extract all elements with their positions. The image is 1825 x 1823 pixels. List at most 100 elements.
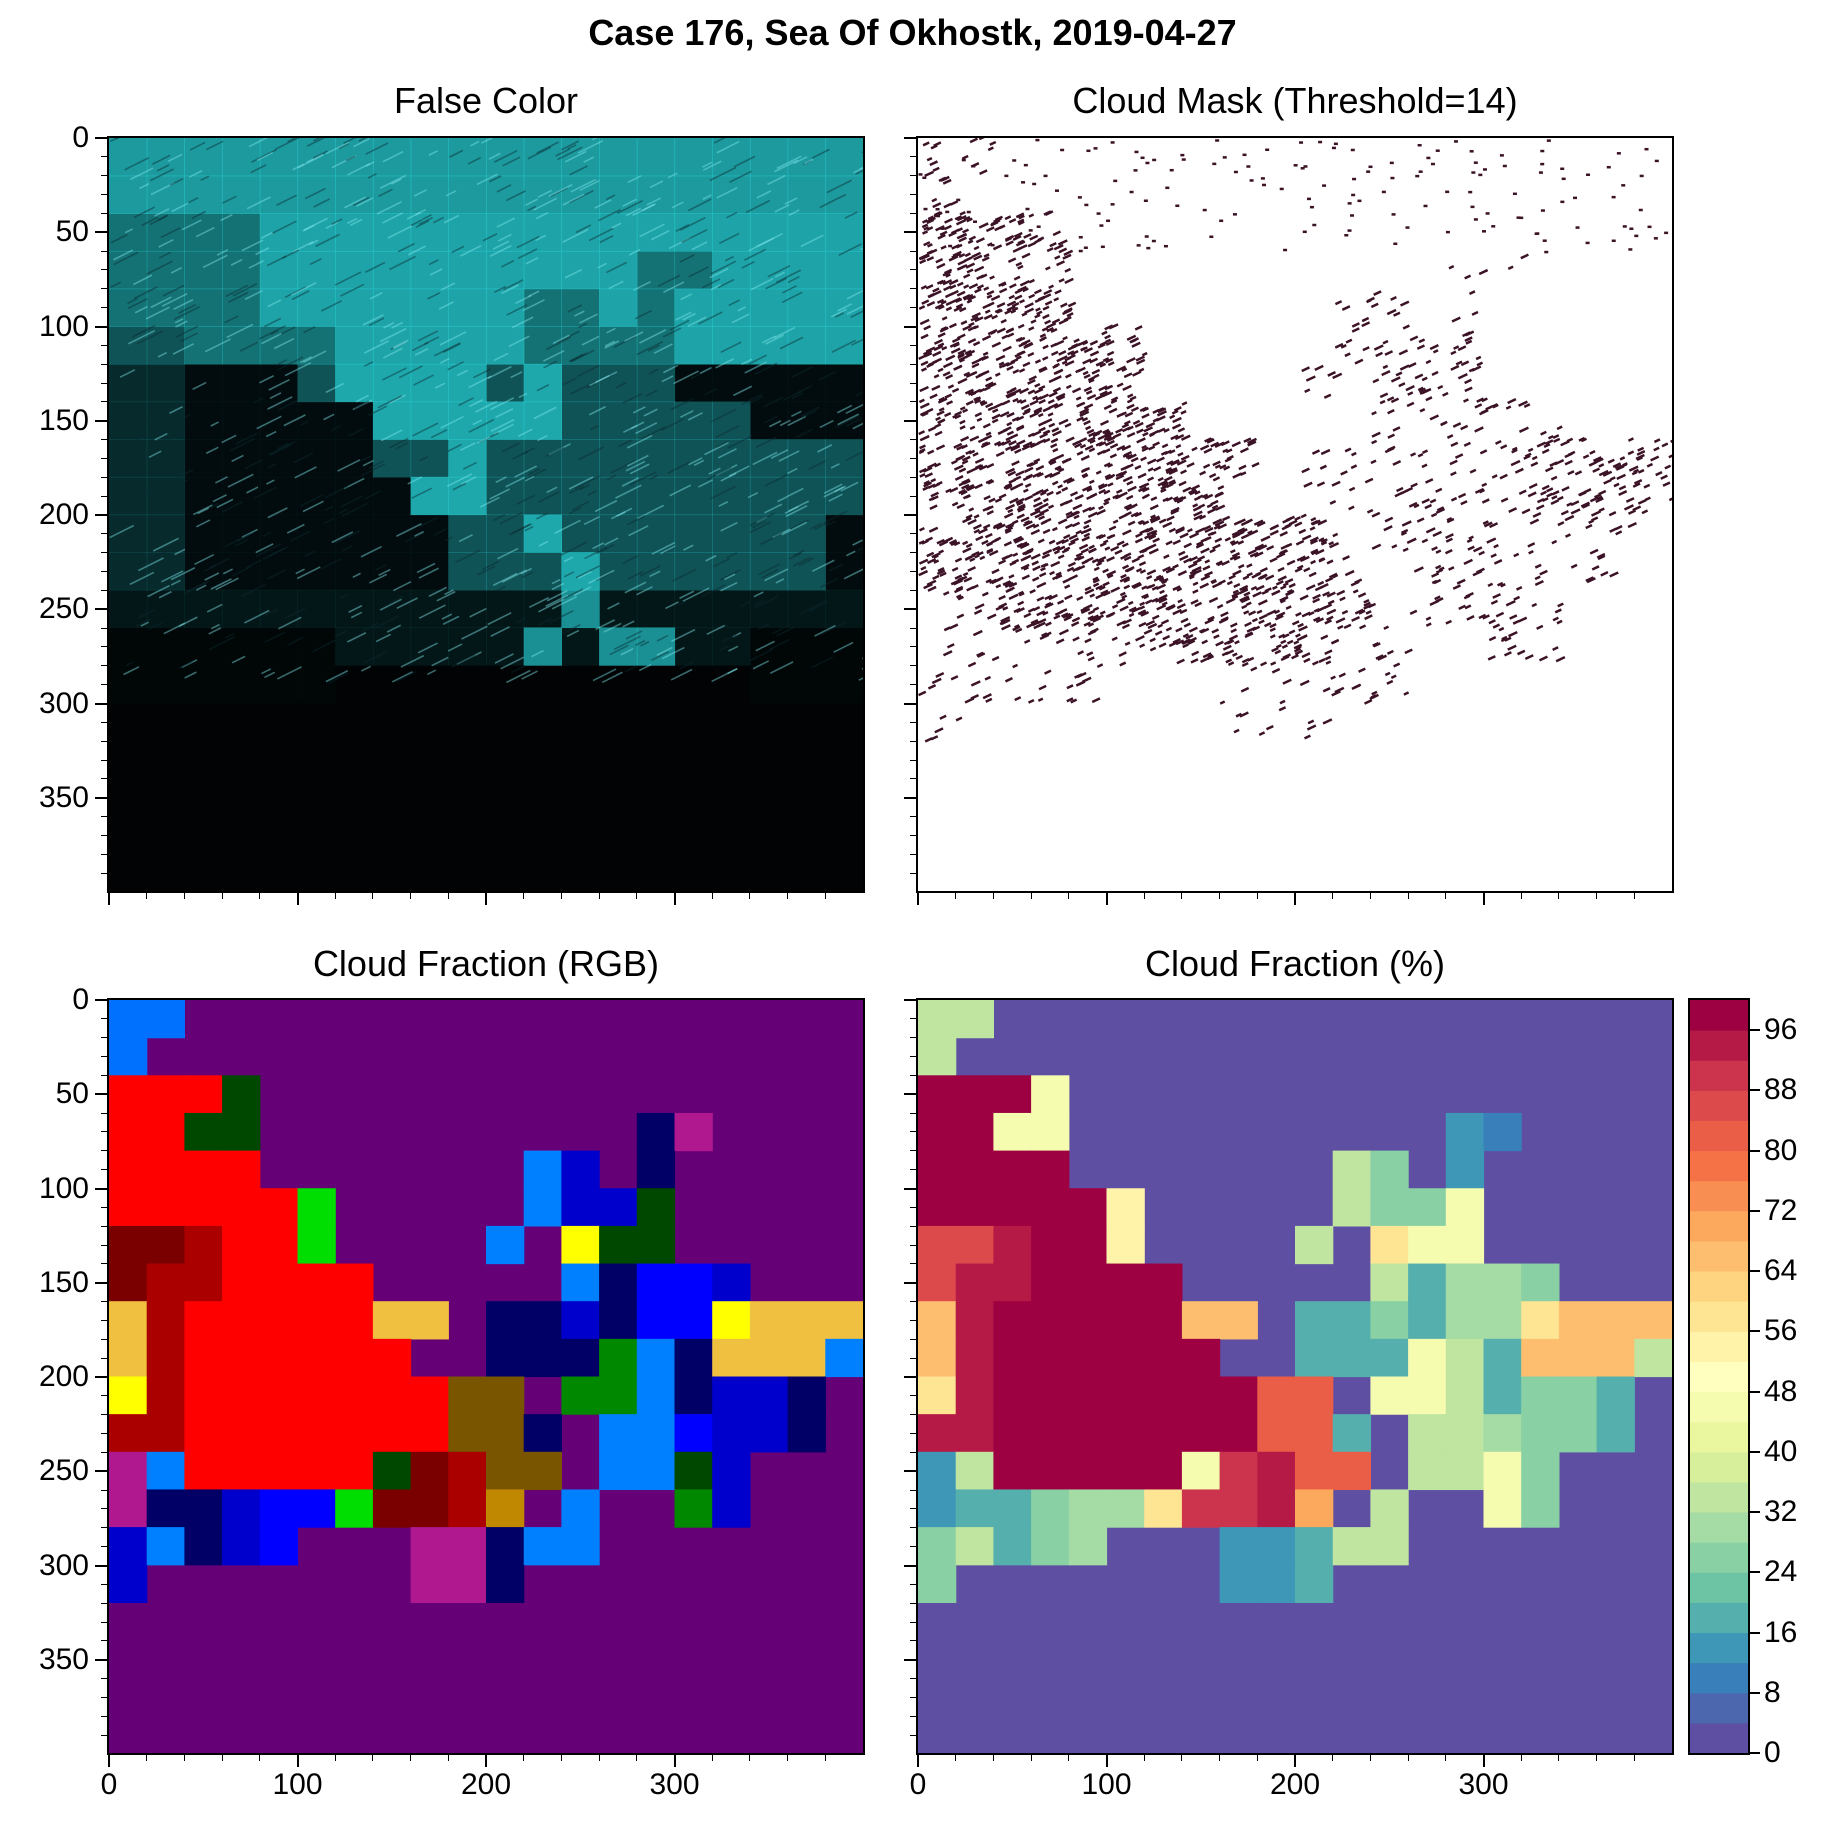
mask-pixel xyxy=(1061,538,1070,545)
cloud-streak xyxy=(152,537,179,552)
cloud-streak xyxy=(518,392,528,399)
mask-pixel xyxy=(1623,504,1634,511)
cloud-streak xyxy=(284,286,306,298)
mask-pixel xyxy=(1446,516,1453,522)
mask-pixel xyxy=(954,215,963,221)
mask-pixel xyxy=(937,397,948,404)
mask-pixel xyxy=(1060,302,1068,308)
mask-pixel xyxy=(1024,494,1034,501)
cloud-streak xyxy=(667,461,690,474)
rgb-cell xyxy=(674,1112,713,1152)
cloud-streak xyxy=(412,341,429,352)
y-minor-tick xyxy=(101,288,107,290)
y-tick-label: 0 xyxy=(72,121,89,154)
cloud-streak xyxy=(709,267,729,279)
cloud-patch xyxy=(259,476,299,516)
x-minor-tick xyxy=(259,893,261,899)
mask-pixel xyxy=(1607,458,1615,464)
mask-pixel xyxy=(1147,467,1154,472)
mask-pixel xyxy=(1198,514,1207,520)
cloud-streak xyxy=(460,245,482,257)
mask-pixel xyxy=(932,287,940,293)
mask-pixel xyxy=(932,166,940,172)
mask-pixel xyxy=(1382,339,1389,345)
cloud-streak xyxy=(178,303,196,314)
rgb-cell xyxy=(109,1451,148,1491)
cloud-streak xyxy=(680,410,694,418)
mask-pixel xyxy=(1130,406,1140,413)
mask-pixel xyxy=(1138,520,1146,526)
cloud-streak xyxy=(785,505,808,518)
y-tick xyxy=(904,1376,916,1378)
mask-pixel xyxy=(960,435,970,442)
cloud-patch xyxy=(486,439,525,478)
mask-pixel xyxy=(1418,170,1423,173)
mask-pixel xyxy=(1135,567,1143,573)
mask-pixel xyxy=(1195,527,1206,534)
mask-pixel xyxy=(1422,449,1429,454)
cloud-streak xyxy=(640,426,666,440)
cloud-streak xyxy=(670,628,696,643)
mask-pixel xyxy=(1531,602,1538,608)
y-minor-tick xyxy=(910,552,916,554)
mask-pixel xyxy=(1085,425,1092,431)
mask-pixel xyxy=(1122,384,1132,391)
mask-pixel xyxy=(1417,453,1424,458)
cloud-streak xyxy=(444,589,454,596)
cloud-patch xyxy=(825,175,863,214)
rgb-cell xyxy=(109,1414,148,1453)
fraction-cell xyxy=(918,1225,957,1265)
mask-pixel xyxy=(1331,690,1341,697)
cloud-streak xyxy=(830,463,840,469)
fraction-cell xyxy=(1445,1376,1485,1415)
cloud-streak xyxy=(784,505,799,515)
mask-pixel xyxy=(1057,518,1068,525)
cloud-streak xyxy=(557,146,583,161)
mask-pixel xyxy=(1247,549,1257,556)
fraction-cell xyxy=(1295,1301,1334,1340)
mask-pixel xyxy=(1518,426,1529,433)
mask-pixel xyxy=(1052,447,1059,453)
cloud-patch xyxy=(146,288,185,327)
mask-pixel xyxy=(1076,450,1084,456)
mask-pixel xyxy=(1190,658,1199,664)
mask-pixel xyxy=(1080,530,1087,535)
y-minor-tick xyxy=(101,1263,107,1265)
mask-pixel xyxy=(1200,547,1210,554)
mask-pixel xyxy=(1232,533,1240,539)
cloud-streak xyxy=(362,313,384,326)
mask-pixel xyxy=(1034,512,1045,519)
cloud-streak xyxy=(231,566,251,577)
mask-pixel xyxy=(1246,626,1257,633)
mask-pixel xyxy=(1061,612,1069,618)
mask-pixel xyxy=(1141,351,1148,357)
rgb-cell xyxy=(146,1414,185,1453)
rgb-cell xyxy=(109,1000,148,1039)
cloud-streak xyxy=(720,581,738,592)
mask-pixel xyxy=(1086,651,1094,657)
cloud-streak xyxy=(764,415,778,424)
cloud-streak xyxy=(651,230,670,241)
cloud-streak xyxy=(756,190,772,199)
mask-pixel xyxy=(1030,618,1039,625)
mask-pixel xyxy=(1066,684,1074,690)
cloud-patch xyxy=(674,589,713,629)
mask-pixel xyxy=(918,569,929,577)
fraction-cell xyxy=(1558,1414,1598,1453)
cloud-streak xyxy=(603,622,622,633)
fraction-cell xyxy=(1106,1489,1145,1528)
cloud-patch xyxy=(297,401,336,440)
rgb-cell xyxy=(599,1414,638,1453)
mask-pixel xyxy=(1005,522,1015,529)
cloud-streak xyxy=(788,500,810,512)
cloud-patch xyxy=(222,288,261,327)
mask-pixel xyxy=(1099,224,1104,227)
mask-pixel xyxy=(1585,523,1593,530)
cloud-streak xyxy=(167,153,183,163)
cloud-patch xyxy=(335,514,374,553)
cloud-patch xyxy=(599,363,638,403)
mask-pixel xyxy=(1019,279,1030,287)
mask-pixel xyxy=(966,467,977,474)
mask-pixel xyxy=(1033,458,1041,464)
cloud-streak xyxy=(620,647,634,656)
